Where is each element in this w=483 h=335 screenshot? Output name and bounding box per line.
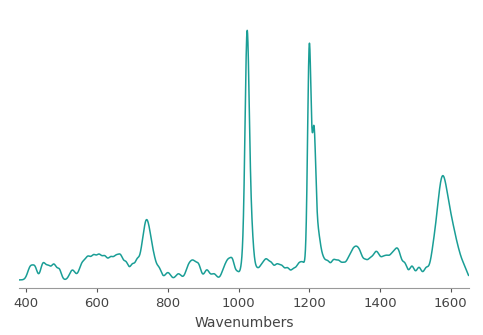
X-axis label: Wavenumbers: Wavenumbers [194, 316, 294, 330]
